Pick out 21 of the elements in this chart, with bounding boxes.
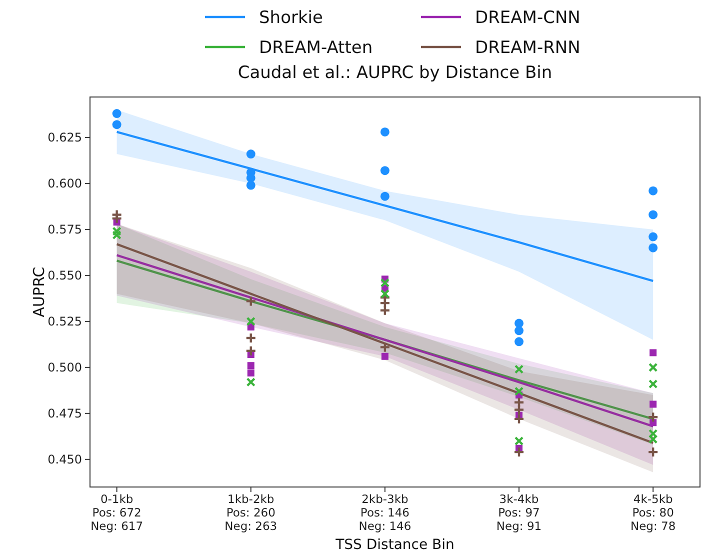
x-tick-label: 2kb-3kb Pos: 146 Neg: 146 [358, 492, 412, 533]
line-series [116, 130, 654, 282]
y-tick-label: 0.550 [48, 268, 82, 283]
x-tick-label: 3k-4kb Pos: 97 Neg: 91 [496, 492, 542, 533]
legend-label: DREAM-RNN [475, 38, 580, 58]
legend-label: DREAM-CNN [475, 8, 580, 28]
x-axis-title: TSS Distance Bin [334, 537, 454, 551]
chart-title: Caudal et al.: AUPRC by Distance Bin [238, 63, 552, 83]
y-tick-label: 0.500 [48, 360, 82, 375]
y-tick-label: 0.575 [48, 222, 82, 237]
x-tick-label: 1kb-2kb Pos: 260 Neg: 263 [224, 492, 278, 533]
y-tick-label: 0.600 [48, 176, 82, 191]
y-tick-label: 0.625 [48, 130, 82, 145]
legend-label: DREAM-Atten [259, 38, 373, 58]
y-tick-label: 0.475 [48, 406, 82, 421]
x-tick-label: 4k-5kb Pos: 80 Neg: 78 [630, 492, 676, 533]
legend-label: Shorkie [259, 8, 323, 28]
y-tick-label: 0.525 [48, 314, 82, 329]
y-tick-label: 0.450 [48, 452, 82, 467]
x-tick-label: 0-1kb Pos: 672 Neg: 617 [90, 492, 144, 533]
y-axis-title: AUPRC [30, 266, 48, 318]
